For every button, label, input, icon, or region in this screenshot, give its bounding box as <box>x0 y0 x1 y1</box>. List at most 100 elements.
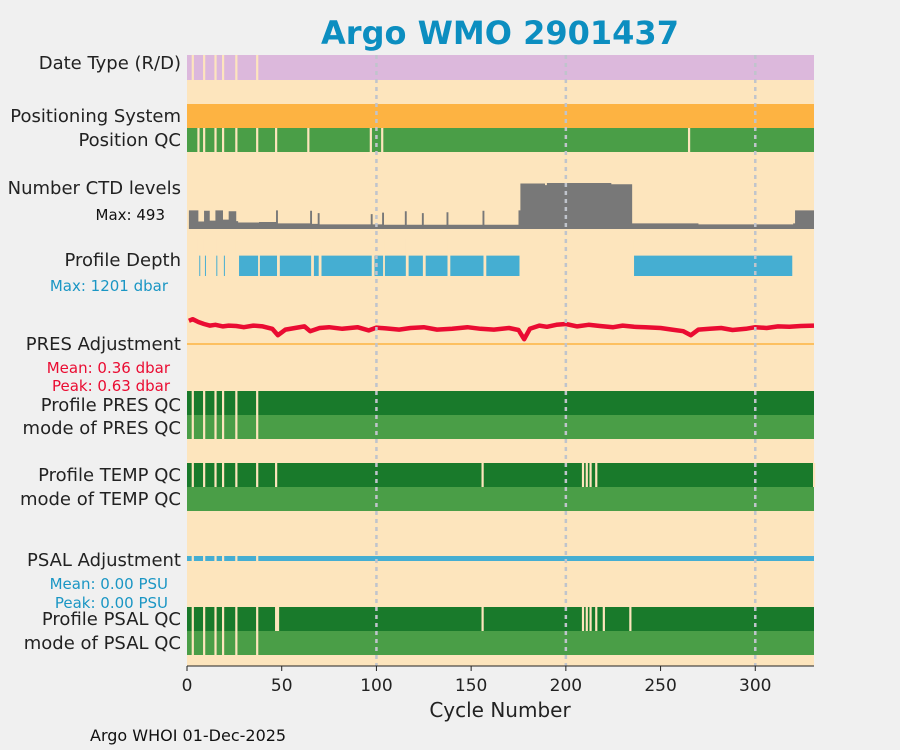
gridlines <box>375 55 757 666</box>
mode-pres-qc-gap <box>235 415 238 439</box>
profile-psal-qc-gap <box>276 607 280 631</box>
profile-psal-qc-gap <box>589 607 592 631</box>
psal-adjustment-gap <box>214 556 217 561</box>
row-label-profile-temp-qc: Profile TEMP QC <box>38 465 181 486</box>
profile-pres-qc-gap <box>256 391 259 415</box>
position-qc-gap <box>221 128 225 152</box>
row-label-mode-psal-qc: mode of PSAL QC <box>24 633 181 654</box>
pres-adjustment-series <box>188 316 815 342</box>
position-qc-band <box>187 128 814 152</box>
profile-depth-gap <box>277 239 279 276</box>
profile-depth-gap <box>197 239 200 276</box>
profile-depth-gap <box>203 239 205 276</box>
profile-psal-qc-gap <box>235 607 238 631</box>
mode-psal-qc-gap <box>256 631 259 655</box>
mode-pres-qc-band <box>187 415 814 439</box>
psal-peak-label: Peak: 0.00 PSU <box>55 594 168 612</box>
profile-depth-gap <box>237 239 240 276</box>
date-type-band <box>187 55 814 80</box>
profile-temp-qc-gap <box>275 463 278 487</box>
profile-depth-gap <box>447 239 450 276</box>
profile-psal-qc-gap <box>191 607 194 631</box>
x-axis: 0 50 100 150 200 250 300 <box>182 665 814 696</box>
position-qc-gap <box>369 128 372 152</box>
row-label-profile-depth: Profile Depth <box>64 250 181 271</box>
profile-psal-qc-gap <box>214 607 217 631</box>
x-tick-label: 100 <box>360 676 392 696</box>
x-tick-label: 0 <box>182 676 193 696</box>
profile-pres-qc-band <box>187 391 814 415</box>
date-type-gap <box>221 55 225 80</box>
x-tick-label: 150 <box>455 676 487 696</box>
profile-pres-qc-gap <box>191 391 194 415</box>
row-label-position-qc: Position QC <box>78 130 181 151</box>
mode-psal-qc-gap <box>221 631 225 655</box>
profile-temp-qc-gap <box>813 463 816 487</box>
profile-temp-qc-gap <box>221 463 225 487</box>
profile-psal-qc-gap <box>203 607 206 631</box>
profile-psal-qc-gap <box>256 607 259 631</box>
profile-depth-series <box>188 255 814 276</box>
position-qc-gap <box>687 128 691 152</box>
profile-pres-qc-gap <box>203 391 206 415</box>
profile-depth-gap <box>519 239 522 276</box>
mode-pres-qc-gap <box>203 415 206 439</box>
mode-pres-qc-gap <box>191 415 194 439</box>
mode-pres-qc-gap <box>256 415 259 439</box>
profile-temp-qc-gap <box>481 463 484 487</box>
profile-depth-gap <box>258 239 260 276</box>
profile-temp-qc-gap <box>585 463 588 487</box>
profile-depth-gap <box>235 239 238 276</box>
mode-pres-qc-gap <box>214 415 217 439</box>
position-qc-gap <box>197 128 200 152</box>
row-label-mode-pres-qc: mode of PRES QC <box>23 418 181 439</box>
profile-psal-qc-gap <box>221 607 225 631</box>
row-label-mode-temp-qc: mode of TEMP QC <box>20 489 181 510</box>
profile-psal-qc-gap <box>595 607 598 631</box>
psal-mean-label: Mean: 0.00 PSU <box>50 575 168 593</box>
pres-mean-label: Mean: 0.36 dbar <box>47 359 171 377</box>
row-label-date-type: Date Type (R/D) <box>39 53 181 74</box>
profile-depth-gap <box>311 239 313 276</box>
position-qc-gap <box>203 128 206 152</box>
mode-psal-qc-gap <box>214 631 217 655</box>
ctd-levels-series <box>188 183 814 229</box>
date-type-gap <box>191 55 194 80</box>
mode-pres-qc-gap <box>221 415 225 439</box>
position-qc-gap <box>235 128 238 152</box>
profile-temp-qc-gap <box>235 463 238 487</box>
row-label-psal-adjustment: PSAL Adjustment <box>27 550 181 571</box>
profile-pres-qc-gap <box>214 391 217 415</box>
psal-adjustment-gap <box>191 556 194 561</box>
position-qc-gap <box>214 128 217 152</box>
psal-adjustment-gap <box>203 556 206 561</box>
x-tick-label: 50 <box>271 676 293 696</box>
chart-title: Argo WMO 2901437 <box>321 14 679 52</box>
profile-temp-qc-gap <box>581 463 585 487</box>
mode-psal-qc-band <box>187 631 814 655</box>
date-type-gap <box>203 55 206 80</box>
profile-temp-qc-gap <box>214 463 217 487</box>
psal-adjustment-gap <box>235 556 238 561</box>
profile-psal-qc-gap <box>629 607 632 631</box>
profile-depth-gap <box>318 239 321 276</box>
positioning-band <box>187 104 814 128</box>
footer-credit: Argo WHOI 01-Dec-2025 <box>90 726 286 745</box>
profile-temp-qc-gap <box>256 463 259 487</box>
depth-max-label: Max: 1201 dbar <box>50 277 169 295</box>
position-qc-gap <box>381 128 384 152</box>
row-label-ctd-levels: Number CTD levels <box>8 178 181 199</box>
row-label-profile-pres-qc: Profile PRES QC <box>41 395 181 416</box>
x-tick-label: 200 <box>550 676 582 696</box>
profile-psal-qc-gap <box>275 607 278 631</box>
mode-psal-qc-gap <box>203 631 206 655</box>
ctd-max-label: Max: 493 <box>96 206 165 224</box>
date-type-gap <box>214 55 217 80</box>
date-type-gap <box>256 55 259 80</box>
profile-psal-qc-band <box>187 607 814 631</box>
profile-psal-qc-gap <box>602 607 605 631</box>
row-label-positioning-system: Positioning System <box>10 106 181 127</box>
x-tick-label: 250 <box>644 676 676 696</box>
profile-temp-qc-gap <box>595 463 598 487</box>
